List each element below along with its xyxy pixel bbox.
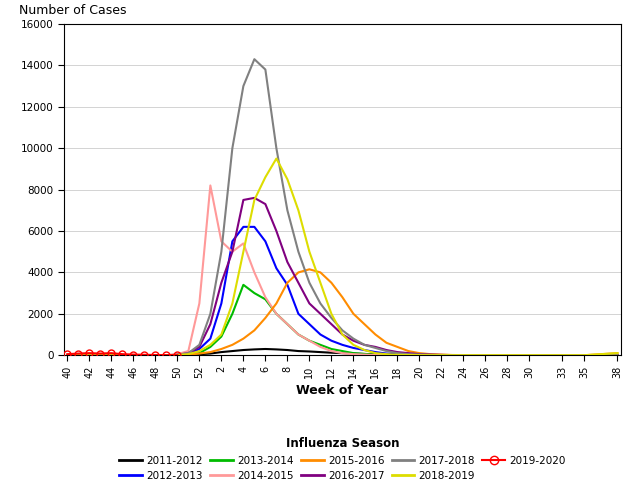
Text: Number of Cases: Number of Cases xyxy=(19,4,127,17)
X-axis label: Week of Year: Week of Year xyxy=(296,384,388,396)
Legend: 2011-2012, 2012-2013, 2013-2014, 2014-2015, 2015-2016, 2016-2017, 2017-2018, 201: 2011-2012, 2012-2013, 2013-2014, 2014-20… xyxy=(115,433,570,480)
